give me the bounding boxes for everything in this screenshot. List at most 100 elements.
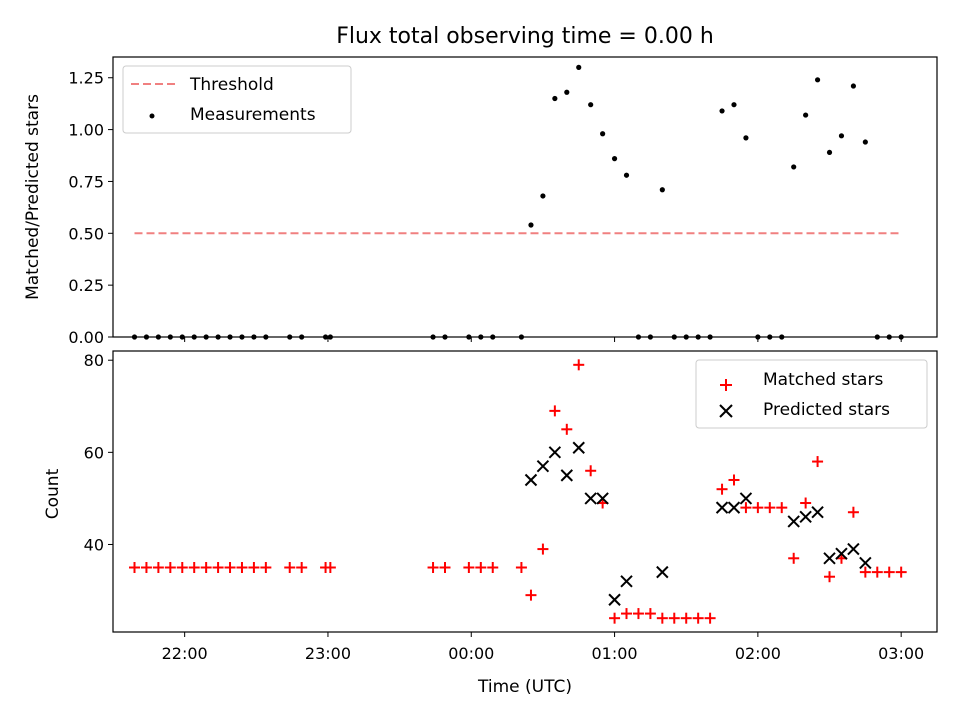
matched-star-point — [752, 502, 764, 514]
matched-star-point — [621, 608, 633, 620]
legend-measurements-label: Measurements — [190, 105, 316, 125]
matched-star-point — [248, 562, 260, 574]
matched-star-point — [152, 562, 164, 574]
matched-star-point — [740, 502, 752, 514]
predicted-star-point — [823, 552, 836, 565]
matched-star-point — [812, 456, 824, 468]
matched-star-point — [692, 612, 704, 624]
matched-star-point — [515, 562, 527, 574]
predicted-star-point — [715, 501, 729, 514]
matched-star-point — [525, 589, 537, 601]
matched-star-point — [680, 612, 692, 624]
legend-matched-label: Matched stars — [763, 370, 883, 390]
matched-star-point — [296, 562, 308, 574]
legend-matched-marker — [720, 379, 732, 391]
measurement-point — [743, 135, 749, 141]
predicted-star-point — [524, 473, 538, 487]
measurement-point — [588, 102, 594, 108]
count-legend: Matched stars Predicted stars — [695, 359, 928, 429]
count-y-tick-label: 40 — [84, 535, 104, 554]
predicted-star-point — [620, 575, 633, 588]
measurement-point — [659, 187, 665, 193]
count-y-tick-label: 80 — [84, 351, 104, 370]
ratio-y-tick-label: 1.25 — [68, 69, 104, 88]
measurement-point — [862, 139, 868, 145]
matched-star-point — [859, 566, 871, 578]
measurement-point — [731, 102, 737, 108]
ratio-legend: Threshold Measurements — [122, 65, 352, 134]
predicted-star-point — [847, 542, 860, 556]
predicted-star-point — [536, 459, 550, 473]
measurement-point — [600, 131, 606, 137]
count-x-tick-label: 00:00 — [448, 644, 494, 663]
measurement-point — [576, 64, 582, 70]
measurement-point — [528, 222, 534, 228]
measurement-point — [803, 112, 809, 118]
matched-star-point — [224, 562, 236, 574]
matched-star-point — [463, 562, 475, 574]
predicted-star-point — [799, 510, 812, 524]
matched-star-point — [847, 506, 859, 518]
matched-star-point — [164, 562, 176, 574]
matched-star-point — [284, 562, 296, 574]
measurement-point — [838, 133, 845, 139]
matched-star-point — [427, 562, 439, 574]
count-plot-area — [128, 359, 907, 624]
matched-star-point — [728, 474, 740, 486]
matched-star-point — [324, 562, 336, 574]
count-x-tick-label: 01:00 — [592, 644, 638, 663]
measurement-point — [540, 193, 546, 199]
matched-star-point — [236, 562, 248, 574]
predicted-star-point — [727, 501, 741, 514]
measurement-point — [850, 83, 857, 89]
matched-star-point — [561, 423, 573, 435]
matched-star-point — [537, 543, 549, 555]
count-x-tick-label: 02:00 — [735, 644, 781, 663]
matched-star-point — [128, 562, 140, 574]
measurement-point — [564, 89, 570, 95]
ratio-y-tick-label: 0.75 — [68, 172, 104, 191]
ratio-panel: Flux total observing time = 0.00 h 0.00 0… — [23, 24, 938, 347]
matched-star-point — [212, 562, 224, 574]
count-panel: 40 60 80 22:00 23:00 00:00 01:00 02:00 03:00 Co… — [43, 350, 938, 697]
matched-star-point — [883, 566, 895, 578]
predicted-star-point — [560, 469, 574, 482]
matched-star-point — [668, 612, 680, 624]
matched-star-point — [439, 562, 451, 574]
predicted-star-point — [596, 492, 609, 505]
matched-star-point — [188, 562, 200, 574]
legend-measurements-marker — [149, 113, 155, 119]
predicted-star-point — [811, 506, 824, 519]
measurement-point — [826, 149, 833, 156]
matched-star-point — [644, 608, 656, 620]
ratio-x-ticks — [184, 337, 902, 342]
ratio-axes-frame — [112, 56, 938, 338]
matched-star-point — [788, 552, 800, 564]
matched-star-point — [176, 562, 188, 574]
predicted-star-point — [739, 492, 753, 505]
measurement-point — [552, 95, 558, 102]
matched-star-point — [573, 359, 585, 371]
matched-star-point — [704, 612, 716, 624]
ratio-y-tick-label: 0.25 — [68, 276, 104, 295]
matched-star-point — [800, 497, 812, 509]
matched-star-point — [895, 566, 907, 578]
matched-star-point — [260, 562, 272, 574]
chart-title: Flux total observing time = 0.00 h — [336, 24, 714, 49]
count-x-axis: 22:00 23:00 00:00 01:00 02:00 03:00 — [162, 632, 924, 663]
count-y-axis-label: Count — [43, 468, 63, 519]
predicted-star-point — [656, 565, 669, 579]
matched-star-point — [776, 502, 788, 514]
ratio-y-tick-label: 0.00 — [68, 328, 104, 347]
legend-threshold-label: Threshold — [189, 75, 274, 95]
ratio-y-axis: 0.00 0.25 0.50 0.75 1.00 1.25 — [68, 69, 113, 347]
matched-star-point — [585, 465, 597, 477]
matched-star-point — [549, 405, 561, 417]
x-axis-label: Time (UTC) — [477, 677, 572, 697]
count-x-tick-label: 03:00 — [878, 644, 924, 663]
measurement-point — [791, 164, 797, 170]
count-y-tick-label: 60 — [84, 443, 104, 462]
count-x-tick-label: 22:00 — [162, 644, 208, 663]
measurement-point — [814, 77, 821, 83]
